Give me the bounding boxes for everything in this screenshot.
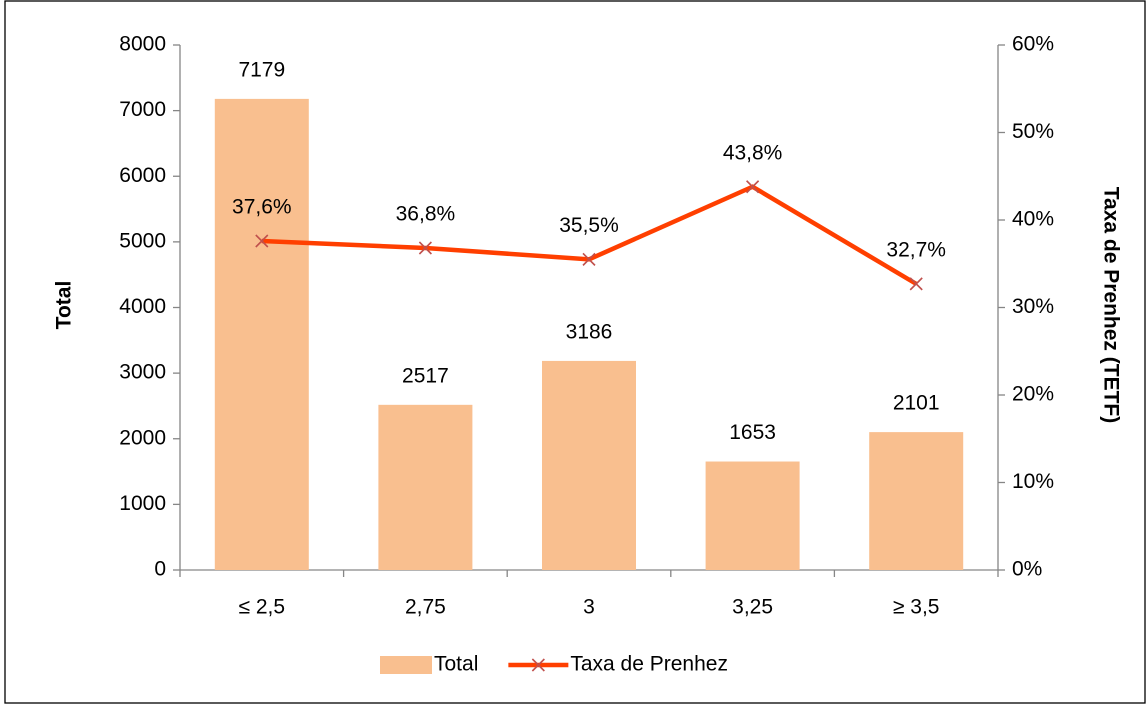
line-marker bbox=[909, 277, 923, 291]
bar-value-label: 2517 bbox=[402, 364, 449, 387]
bar bbox=[705, 461, 800, 570]
line-value-label: 36,8% bbox=[396, 203, 456, 226]
legend-swatch bbox=[380, 656, 432, 674]
y2-axis-title: Taxa de Prenhez (TETF) bbox=[1099, 187, 1122, 424]
bar bbox=[869, 432, 964, 570]
bar-value-label: 2101 bbox=[893, 392, 940, 415]
bar bbox=[542, 360, 636, 570]
y-tick-label: 2000 bbox=[119, 426, 166, 449]
legend-marker bbox=[531, 658, 545, 672]
legend-label: Taxa de Prenhez bbox=[570, 653, 728, 676]
y-tick-label: 6000 bbox=[119, 164, 166, 187]
y-tick-label: 1000 bbox=[119, 492, 166, 515]
bar-value-label: 7179 bbox=[238, 58, 285, 81]
x-tick-label: 3 bbox=[583, 596, 595, 619]
y2-tick-label: 60% bbox=[1012, 33, 1054, 56]
y-tick-label: 8000 bbox=[119, 33, 166, 56]
y2-tick-label: 50% bbox=[1012, 120, 1054, 143]
chart-frame bbox=[4, 0, 1146, 704]
y-tick-label: 3000 bbox=[119, 361, 166, 384]
x-tick-label: 2,75 bbox=[405, 596, 446, 619]
y2-tick-label: 20% bbox=[1012, 383, 1054, 406]
line-marker bbox=[418, 241, 432, 255]
y-axis-title: Total bbox=[53, 281, 76, 330]
y-tick-label: 0 bbox=[154, 558, 166, 581]
bar bbox=[214, 98, 309, 571]
line-value-label: 37,6% bbox=[232, 196, 292, 219]
y2-tick-label: 30% bbox=[1012, 295, 1054, 318]
bar bbox=[378, 404, 473, 570]
line-marker bbox=[582, 252, 596, 266]
x-tick-label: 3,25 bbox=[732, 596, 773, 619]
bar-value-label: 3186 bbox=[566, 320, 613, 343]
y2-tick-label: 10% bbox=[1012, 470, 1054, 493]
y2-tick-label: 40% bbox=[1012, 208, 1054, 231]
x-tick-label: ≥ 3,5 bbox=[893, 596, 940, 619]
y-tick-label: 4000 bbox=[119, 295, 166, 318]
line-marker bbox=[746, 180, 760, 194]
y-tick-label: 5000 bbox=[119, 229, 166, 252]
line-value-label: 35,5% bbox=[559, 214, 619, 237]
y2-tick-label: 0% bbox=[1012, 558, 1042, 581]
line-marker bbox=[255, 234, 269, 248]
legend-label: Total bbox=[434, 653, 478, 676]
line-value-label: 32,7% bbox=[886, 238, 946, 261]
bar-value-label: 1653 bbox=[729, 421, 776, 444]
y-tick-label: 7000 bbox=[119, 98, 166, 121]
x-tick-label: ≤ 2,5 bbox=[239, 596, 286, 619]
line-value-label: 43,8% bbox=[723, 141, 783, 164]
